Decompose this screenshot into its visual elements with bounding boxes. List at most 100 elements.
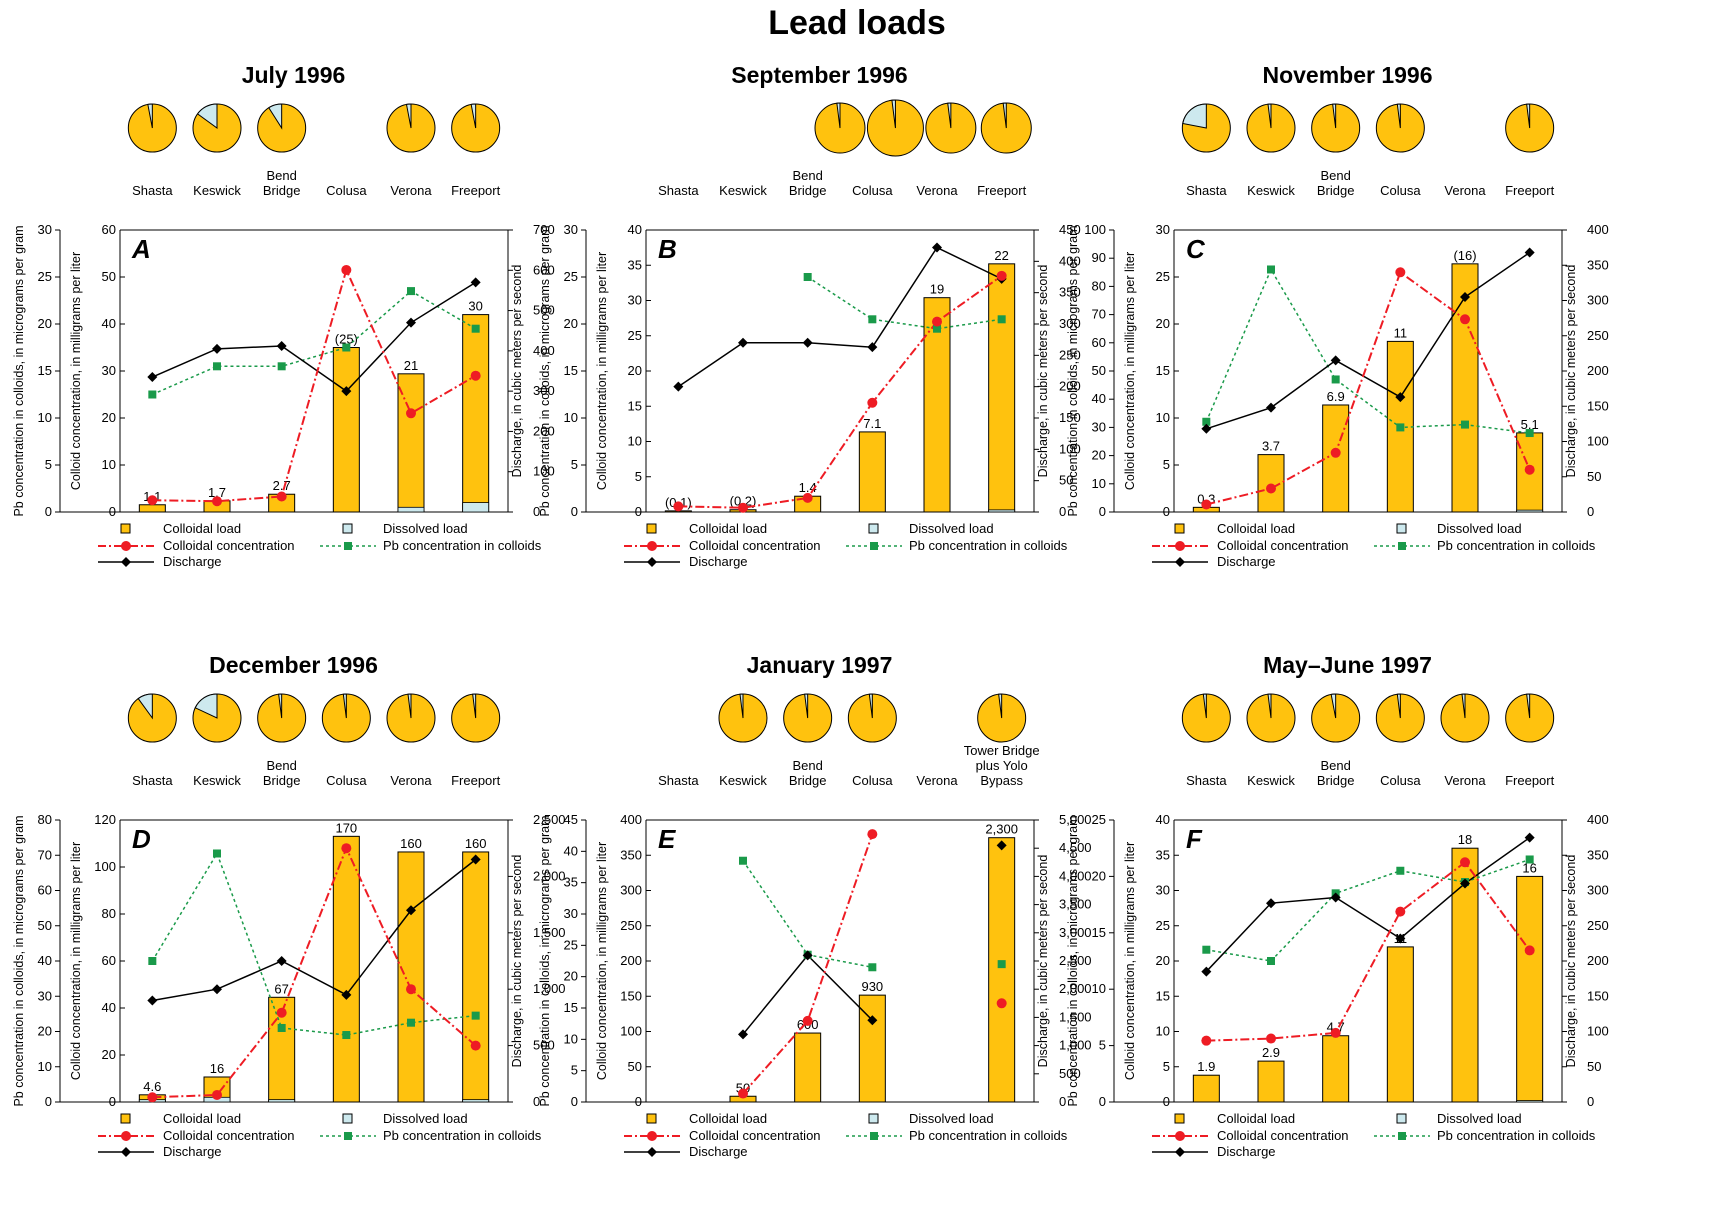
category-label: Bypass [980,773,1023,788]
pb-axis-tick-label: 5 [45,457,52,472]
discharge-axis-tick-label: 0 [533,1094,540,1109]
discharge-axis-tick-label: 150 [1587,398,1609,413]
discharge-axis-title: Discharge, in cubic meters per second [1564,855,1578,1068]
colloid-axis-tick-label: 0 [635,1094,642,1109]
colloidal-load-bar [397,373,425,513]
discharge-axis-tick-label: 500 [1059,1066,1081,1081]
discharge-point [212,984,222,995]
colloid-axis-tick-label: 0 [635,504,642,519]
pb-axis-title: Pb concentration in colloids, in microgr… [1066,815,1080,1106]
colloidal-concentration-point [147,495,158,506]
category-label: Verona [916,773,958,788]
colloid-axis-tick-label: 40 [628,222,642,237]
discharge-axis-tick-label: 1,500 [1059,1009,1092,1024]
dissolved-load-bar [462,1099,490,1103]
colloid-axis-tick-label: 30 [628,293,642,308]
colloid-axis-tick-label: 60 [102,222,116,237]
colloid-axis-title: Colloid concentration, in milligrams per… [69,252,83,490]
pb-axis-tick-label: 20 [1092,448,1106,463]
colloidal-concentration-point [341,264,352,275]
pb-concentration-point [1396,866,1405,875]
pb-axis-tick-label: 90 [1092,250,1106,265]
bar-value-label: 5.1 [1521,417,1539,432]
colloidal-load-bar [1257,454,1285,513]
discharge-axis-tick-label: 400 [1587,812,1609,827]
discharge-point [738,1029,748,1040]
colloidal-concentration-point [1460,857,1470,868]
colloidal-concentration-point [470,1040,481,1051]
category-label: Freeport [1505,773,1555,788]
pb-axis-title: Pb concentration in colloids, in microgr… [12,225,26,516]
discharge-axis-tick-label: 250 [1587,328,1609,343]
pb-axis-tick-label: 15 [1092,925,1106,940]
colloidal-load-bar [923,297,951,513]
colloid-axis-tick-label: 80 [102,906,116,921]
colloid-axis-tick-label: 20 [102,1047,116,1062]
discharge-point [1201,423,1212,434]
legend-colloidal-load-label: Colloidal load [689,521,767,536]
category-label: Bridge [789,773,827,788]
discharge-point [147,995,158,1006]
legend-discharge-label: Discharge [689,1144,748,1159]
colloidal-concentration-line [152,267,477,503]
colloidal-concentration-point [406,408,416,419]
legend-colloidal-concentration-label: Colloidal concentration [689,538,821,553]
colloid-axis-tick-label: 0 [109,1094,116,1109]
colloidal-concentration-point [1524,464,1535,475]
discharge-point [406,317,416,328]
panel-letter: A [131,234,151,264]
colloid-axis-tick-label: 0 [1163,504,1170,519]
discharge-point [1266,898,1276,909]
bar-value-label: 1.9 [1197,1059,1215,1074]
colloidal-concentration-point [802,1015,813,1026]
pb-axis-tick-label: 5 [571,1063,578,1078]
colloid-axis-tick-label: 30 [1156,222,1170,237]
panel-title: September 1996 [731,62,908,88]
colloidal-concentration-point [1395,906,1406,917]
category-label: Colusa [326,183,367,198]
discharge-point [1201,966,1212,977]
category-label: Bridge [1317,183,1355,198]
colloid-axis-tick-label: 60 [102,953,116,968]
category-label: Colusa [1380,773,1421,788]
colloid-axis-tick-label: 40 [102,316,116,331]
pb-axis-tick-label: 80 [38,812,52,827]
pb-axis-tick-label: 0 [45,1094,52,1109]
legend-pb-concentration-marker [1398,1132,1406,1140]
pb-axis-tick-label: 25 [564,269,578,284]
pb-axis-tick-label: 70 [1092,307,1106,322]
colloidal-load-bar [1322,1035,1350,1103]
pb-concentration-point [868,315,877,324]
colloidal-load-bar [858,994,886,1103]
pb-axis-tick-label: 10 [564,1031,578,1046]
discharge-axis-tick-label: 100 [1587,434,1609,449]
pb-axis-tick-label: 50 [38,918,52,933]
pb-axis-tick-label: 10 [38,410,52,425]
pb-axis-tick-label: 15 [564,1000,578,1015]
discharge-point [1460,878,1470,889]
legend-pb-concentration-label: Pb concentration in colloids [1437,1128,1596,1143]
pb-axis-tick-label: 20 [1092,868,1106,883]
pie-dissolved-slice [868,693,873,719]
legend-colloidal-concentration-marker [647,541,657,551]
discharge-point [802,950,813,961]
pb-concentration-point [933,324,941,333]
colloidal-load-bar [1192,1074,1220,1103]
pb-concentration-point [997,315,1006,324]
category-label: Bend [792,758,822,773]
panel-letter: F [1186,824,1203,854]
pb-axis-tick-label: 40 [1092,391,1106,406]
discharge-point [996,840,1007,851]
pb-axis-tick-label: 25 [1092,812,1106,827]
discharge-axis-tick-label: 0 [1587,1094,1594,1109]
colloidal-load-bar [794,1032,822,1103]
pie-dissolved-slice [804,693,809,719]
panel-title: May–June 1997 [1263,652,1432,678]
discharge-axis-tick-label: 500 [533,303,555,318]
legend-dissolved-load-label: Dissolved load [1437,521,1522,536]
colloidal-concentration-point [867,397,878,408]
legend-colloidal-load-label: Colloidal load [163,521,241,536]
panel-september-1996: September 1996 Shasta Keswick Bend Bridge Co… [534,0,1105,590]
